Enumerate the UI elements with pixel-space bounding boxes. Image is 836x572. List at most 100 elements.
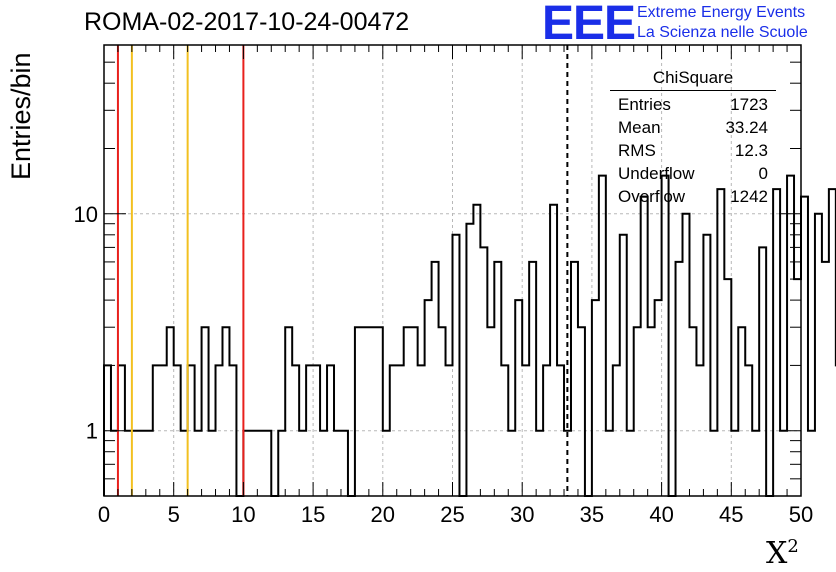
stats-title: ChiSquare bbox=[610, 68, 776, 91]
histogram-bin bbox=[710, 431, 717, 496]
histogram-bin bbox=[334, 431, 341, 496]
stats-box: ChiSquare Entries 1723 Mean 33.24 RMS 12.3 … bbox=[610, 68, 776, 208]
histogram-bin bbox=[529, 262, 536, 496]
histogram-bin bbox=[355, 327, 362, 496]
histogram-bin bbox=[466, 224, 473, 496]
histogram-bin bbox=[717, 189, 724, 496]
histogram-bin bbox=[264, 431, 271, 496]
histogram-bin bbox=[285, 327, 292, 496]
y-tick-label: 10 bbox=[74, 202, 98, 227]
histogram-bin bbox=[592, 300, 599, 496]
histogram-bin bbox=[627, 431, 634, 496]
histogram-bin bbox=[341, 431, 348, 496]
histogram-bin bbox=[369, 327, 376, 496]
histogram-bin bbox=[132, 431, 139, 496]
histogram-bin bbox=[683, 214, 690, 496]
histogram-bin bbox=[125, 431, 132, 496]
x-tick-label: 35 bbox=[580, 502, 604, 527]
x-tick-label: 45 bbox=[719, 502, 743, 527]
histogram-bin bbox=[655, 300, 662, 496]
histogram-bin bbox=[167, 327, 174, 496]
histogram-bin bbox=[383, 431, 390, 496]
histogram-bin bbox=[195, 431, 202, 496]
histogram-bin bbox=[376, 327, 383, 496]
histogram-bin bbox=[738, 327, 745, 496]
stats-row-underflow: Underflow 0 bbox=[618, 164, 768, 183]
histogram-bin bbox=[243, 431, 250, 496]
histogram-bin bbox=[146, 431, 153, 496]
histogram-bin bbox=[425, 300, 432, 496]
y-tick-label: 1 bbox=[86, 419, 98, 444]
histogram-bin bbox=[801, 197, 808, 496]
x-tick-label: 0 bbox=[98, 502, 110, 527]
histogram-outline bbox=[103, 174, 836, 497]
histogram-bin bbox=[641, 197, 648, 496]
histogram-bin bbox=[752, 431, 759, 496]
histogram-bin bbox=[257, 431, 264, 496]
x-tick-label: 5 bbox=[168, 502, 180, 527]
histogram-bin bbox=[222, 327, 229, 496]
stats-row-entries: Entries 1723 bbox=[618, 95, 768, 114]
histogram-bin bbox=[550, 205, 557, 496]
histogram-bin bbox=[571, 262, 578, 496]
histogram-bin bbox=[724, 279, 731, 496]
eee-logo: EEE bbox=[542, 0, 636, 50]
histogram-bin bbox=[480, 247, 487, 496]
histogram-bin bbox=[794, 279, 801, 496]
axes: 0 5 10 15 20 25 30 35 40 45 50 1 10 bbox=[74, 45, 813, 527]
histogram-bin bbox=[536, 431, 543, 496]
histogram-bin bbox=[202, 327, 209, 496]
histogram-bin bbox=[759, 247, 766, 496]
y-axis-label: Entries/bin bbox=[6, 52, 36, 180]
histogram-bin bbox=[439, 327, 446, 496]
histogram-bin bbox=[780, 431, 787, 496]
histogram-bin bbox=[299, 431, 306, 496]
x-axis-label: X2 bbox=[766, 536, 799, 571]
x-tick-label: 20 bbox=[371, 502, 395, 527]
histogram-bin bbox=[453, 235, 460, 496]
histogram-bin bbox=[662, 176, 669, 496]
histogram-bin bbox=[181, 431, 188, 496]
run-title: ROMA-02-2017-10-24-00472 bbox=[84, 8, 410, 36]
histogram-bin bbox=[731, 431, 738, 496]
stats-row-mean: Mean 33.24 bbox=[618, 118, 768, 137]
histogram-bin bbox=[634, 327, 641, 496]
histogram-bin bbox=[620, 235, 627, 496]
histogram-bin bbox=[278, 431, 285, 496]
histogram-bin bbox=[411, 327, 418, 496]
grid bbox=[104, 45, 801, 496]
histogram-bin bbox=[250, 431, 257, 496]
histogram-bin bbox=[815, 214, 822, 496]
histogram-bin bbox=[773, 189, 780, 496]
histogram-bin bbox=[808, 431, 815, 496]
histogram-bin bbox=[676, 262, 683, 496]
x-tick-label: 40 bbox=[649, 502, 673, 527]
stats-row-rms: RMS 12.3 bbox=[618, 141, 768, 160]
x-tick-label: 30 bbox=[510, 502, 534, 527]
histogram-bin bbox=[209, 431, 216, 496]
stats-row-overflow: Overflow 1242 bbox=[618, 187, 768, 206]
logo-line-1: Extreme Energy Events bbox=[637, 4, 806, 21]
histogram-bin bbox=[320, 431, 327, 496]
histogram bbox=[103, 174, 836, 497]
histogram-bin bbox=[508, 431, 515, 496]
histogram-bin bbox=[578, 327, 585, 496]
histogram-bin bbox=[606, 431, 613, 496]
histogram-bin bbox=[139, 431, 146, 496]
histogram-bin bbox=[473, 205, 480, 496]
histogram-bin bbox=[515, 300, 522, 496]
histogram-bin bbox=[404, 327, 411, 496]
histogram-bin bbox=[599, 176, 606, 496]
x-tick-label: 15 bbox=[301, 502, 325, 527]
histogram-bin bbox=[689, 327, 696, 496]
x-tick-label: 50 bbox=[789, 502, 813, 527]
x-tick-label: 10 bbox=[231, 502, 255, 527]
histogram-bin bbox=[829, 189, 836, 496]
x-tick-label: 25 bbox=[440, 502, 464, 527]
histogram-bin bbox=[362, 327, 369, 496]
histogram-bin bbox=[487, 327, 494, 496]
histogram-bin bbox=[648, 327, 655, 496]
logo-line-2: La Scienza nelle Scuole bbox=[637, 24, 808, 41]
histogram-bin bbox=[432, 262, 439, 496]
